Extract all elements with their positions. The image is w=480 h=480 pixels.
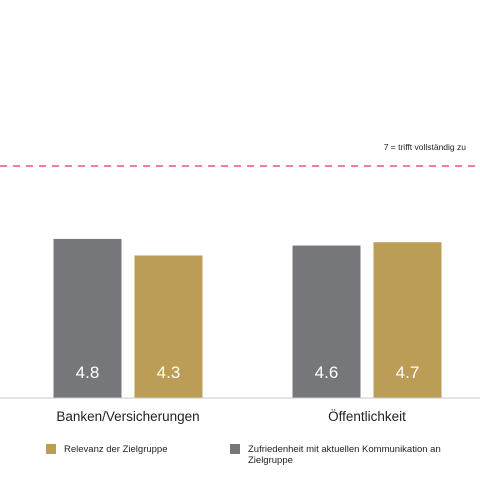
legend-item-relevanz: Relevanz der Zielgruppe <box>46 444 216 455</box>
legend-swatch-relevanz <box>46 444 56 454</box>
legend-swatch-zufriedenheit <box>230 444 240 454</box>
value-label-relevanz-0: 4.3 <box>157 363 181 382</box>
legend-label-zufriedenheit: Zufriedenheit mit aktuellen Kommunikatio… <box>248 444 441 466</box>
bar-zufriedenheit-1 <box>292 245 361 398</box>
bar-relevanz-1 <box>373 242 442 398</box>
category-labels-group: Banken/Versicherungen Öffentlichkeit <box>56 409 406 424</box>
legend-item-zufriedenheit: Zufriedenheit mit aktuellen Kommunikatio… <box>230 444 455 466</box>
reference-line-label: 7 = trifft vollständig zu <box>384 142 467 152</box>
value-label-zufriedenheit-0: 4.8 <box>76 363 100 382</box>
category-label-1: Öffentlichkeit <box>328 409 406 424</box>
bar-zufriedenheit-0 <box>53 238 122 398</box>
value-label-relevanz-1: 4.7 <box>396 363 420 382</box>
bars-group <box>53 238 442 398</box>
legend-label-relevanz: Relevanz der Zielgruppe <box>64 444 168 455</box>
value-labels-group: 4.8 4.3 4.6 4.7 <box>76 363 420 382</box>
bar-relevanz-0 <box>134 255 203 398</box>
category-label-0: Banken/Versicherungen <box>56 409 199 424</box>
value-label-zufriedenheit-1: 4.6 <box>315 363 339 382</box>
